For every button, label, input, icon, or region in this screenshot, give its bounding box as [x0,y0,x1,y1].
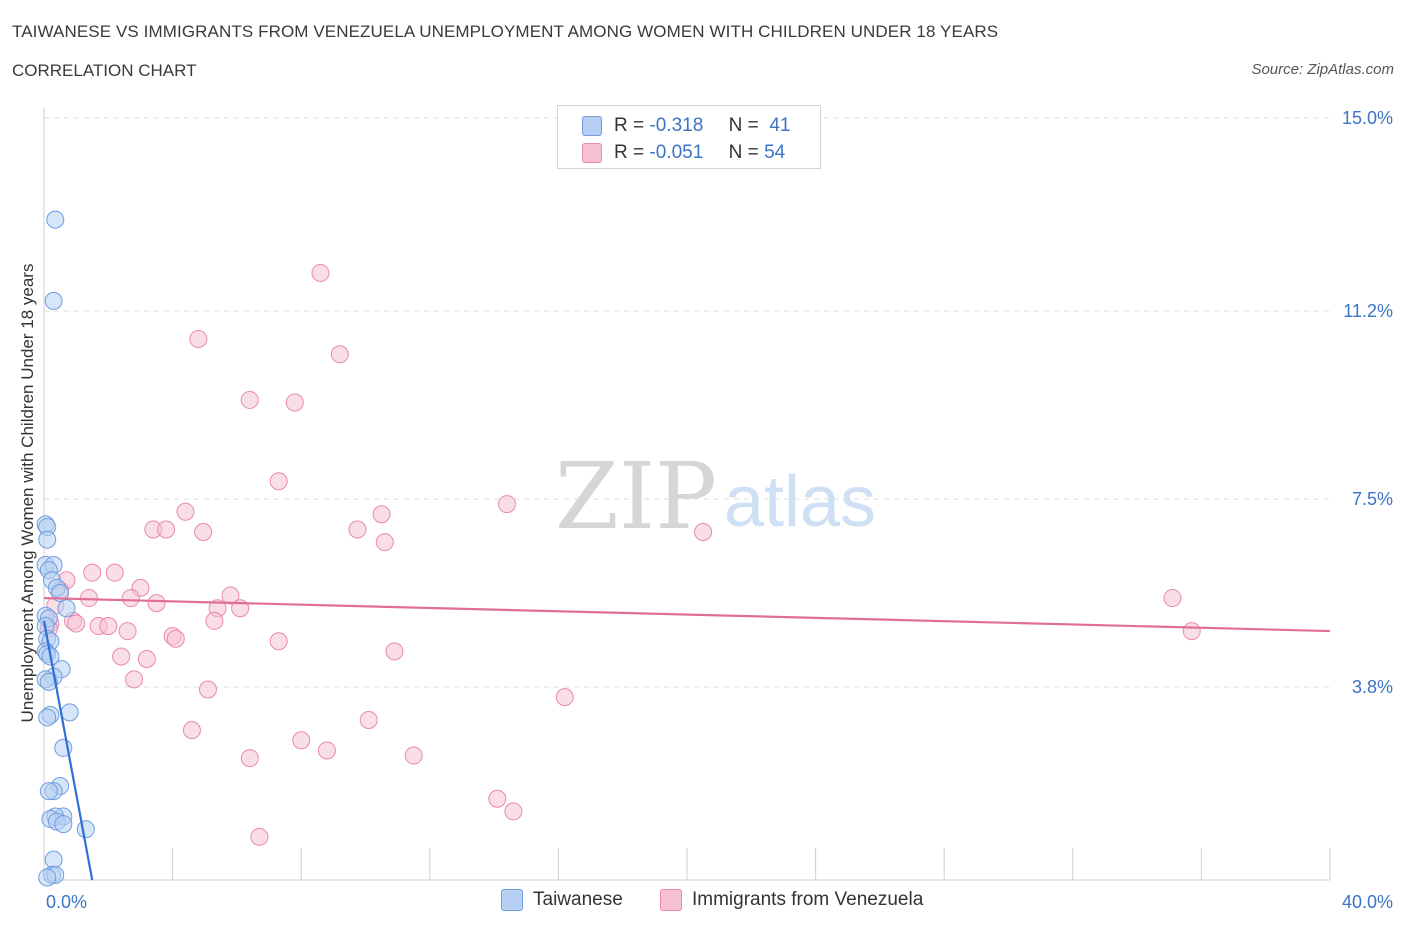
point-venezuela [125,670,144,689]
point-venezuela [99,617,118,635]
legend-r-label: R = [614,142,645,163]
point-venezuela [205,611,224,630]
point-venezuela [166,629,185,648]
point-venezuela [269,472,288,491]
point-venezuela [105,563,124,582]
point-taiwanese [60,703,79,722]
point-venezuela [67,614,86,633]
trend-lines [42,596,1331,881]
y-tick-label: 15.0% [1342,108,1393,128]
legend-swatch-taiwanese [582,116,602,136]
watermark-zip: ZIP [555,443,717,550]
bottom-legend-taiwanese: Taiwanese [501,889,623,911]
x-tick-label: 40.0% [1342,892,1393,912]
series-venezuela-points [39,263,1201,846]
legend-row-venezuela: R = -0.051 N = 54 [582,141,785,165]
point-venezuela [497,495,516,514]
tick-labels: 3.8% 7.5% 11.2% 15.0% 0.0% 40.0% [46,108,1393,912]
legend-row-taiwanese: R = -0.318 N = 41 [582,114,790,138]
point-taiwanese [39,782,58,801]
legend-r-value: -0.051 [649,142,704,163]
point-venezuela [194,523,213,542]
legend-n-value: 41 [769,115,791,136]
legend-n-label: N = [728,142,759,163]
point-taiwanese [76,820,95,839]
point-taiwanese [39,672,58,691]
point-venezuela [112,647,131,666]
bottom-legend-label-taiwanese: Taiwanese [533,889,623,910]
point-venezuela [118,622,137,641]
bottom-legend-swatch-taiwanese [501,889,523,911]
point-venezuela [359,710,378,729]
point-taiwanese [46,210,65,229]
point-venezuela [157,520,176,539]
point-venezuela [317,741,336,760]
bottom-legend-label-venezuela: Immigrants from Venezuela [692,889,924,910]
series-taiwanese-points [36,210,95,887]
point-venezuela [694,523,713,542]
trend-line-taiwanese [42,620,94,881]
legend-r-value: -0.318 [649,115,704,136]
y-tick-label: 11.2% [1343,301,1393,321]
point-venezuela [285,393,304,412]
point-venezuela [311,263,330,282]
point-venezuela [147,594,166,613]
point-taiwanese [44,291,63,310]
axes [43,108,1331,881]
point-venezuela [182,721,201,740]
point-taiwanese [54,815,73,834]
chart-subtitle: CORRELATION CHART [12,61,197,80]
point-taiwanese [38,530,57,549]
source-label: Source: ZipAtlas.com [1251,61,1394,78]
x-tick-label: 0.0% [46,892,87,912]
point-taiwanese [57,599,76,618]
point-venezuela [189,329,208,348]
bottom-legend-swatch-venezuela [660,889,682,911]
point-venezuela [555,688,574,707]
point-venezuela [240,390,259,409]
y-axis-label: Unemployment Among Women with Children U… [18,264,37,723]
point-venezuela [250,827,269,846]
chart-title: TAIWANESE VS IMMIGRANTS FROM VENEZUELA U… [12,22,999,41]
point-venezuela [1182,622,1201,641]
point-venezuela [221,586,240,605]
point-taiwanese [51,583,70,602]
point-venezuela [404,746,423,765]
point-venezuela [269,632,288,651]
point-venezuela [137,650,156,669]
point-taiwanese [38,708,57,727]
point-venezuela [375,533,394,552]
point-venezuela [83,563,102,582]
point-venezuela [385,642,404,661]
bottom-legend-venezuela: Immigrants from Venezuela [660,889,923,911]
legend-n-label: N = [728,115,759,136]
watermark-atlas: atlas [724,462,876,542]
point-venezuela [198,680,217,699]
y-tick-label: 3.8% [1352,677,1393,697]
point-venezuela [348,520,367,539]
point-venezuela [176,502,195,521]
point-venezuela [240,749,259,768]
legend-n-value: 54 [764,142,786,163]
point-venezuela [504,802,523,821]
legend-r-label: R = [614,115,645,136]
point-taiwanese [38,868,57,887]
point-venezuela [488,789,507,808]
watermark: ZIP atlas [555,443,876,550]
point-taiwanese [44,850,63,869]
point-venezuela [121,589,140,608]
point-venezuela [1163,589,1182,608]
stats-legend: R = -0.318 N = 41 R = -0.051 N = 54 [557,105,821,169]
point-venezuela [292,731,311,750]
y-tick-label: 7.5% [1352,489,1393,509]
point-venezuela [372,505,391,524]
trend-line-venezuela [43,596,1331,633]
point-venezuela [330,345,349,364]
legend-swatch-venezuela [582,143,602,163]
